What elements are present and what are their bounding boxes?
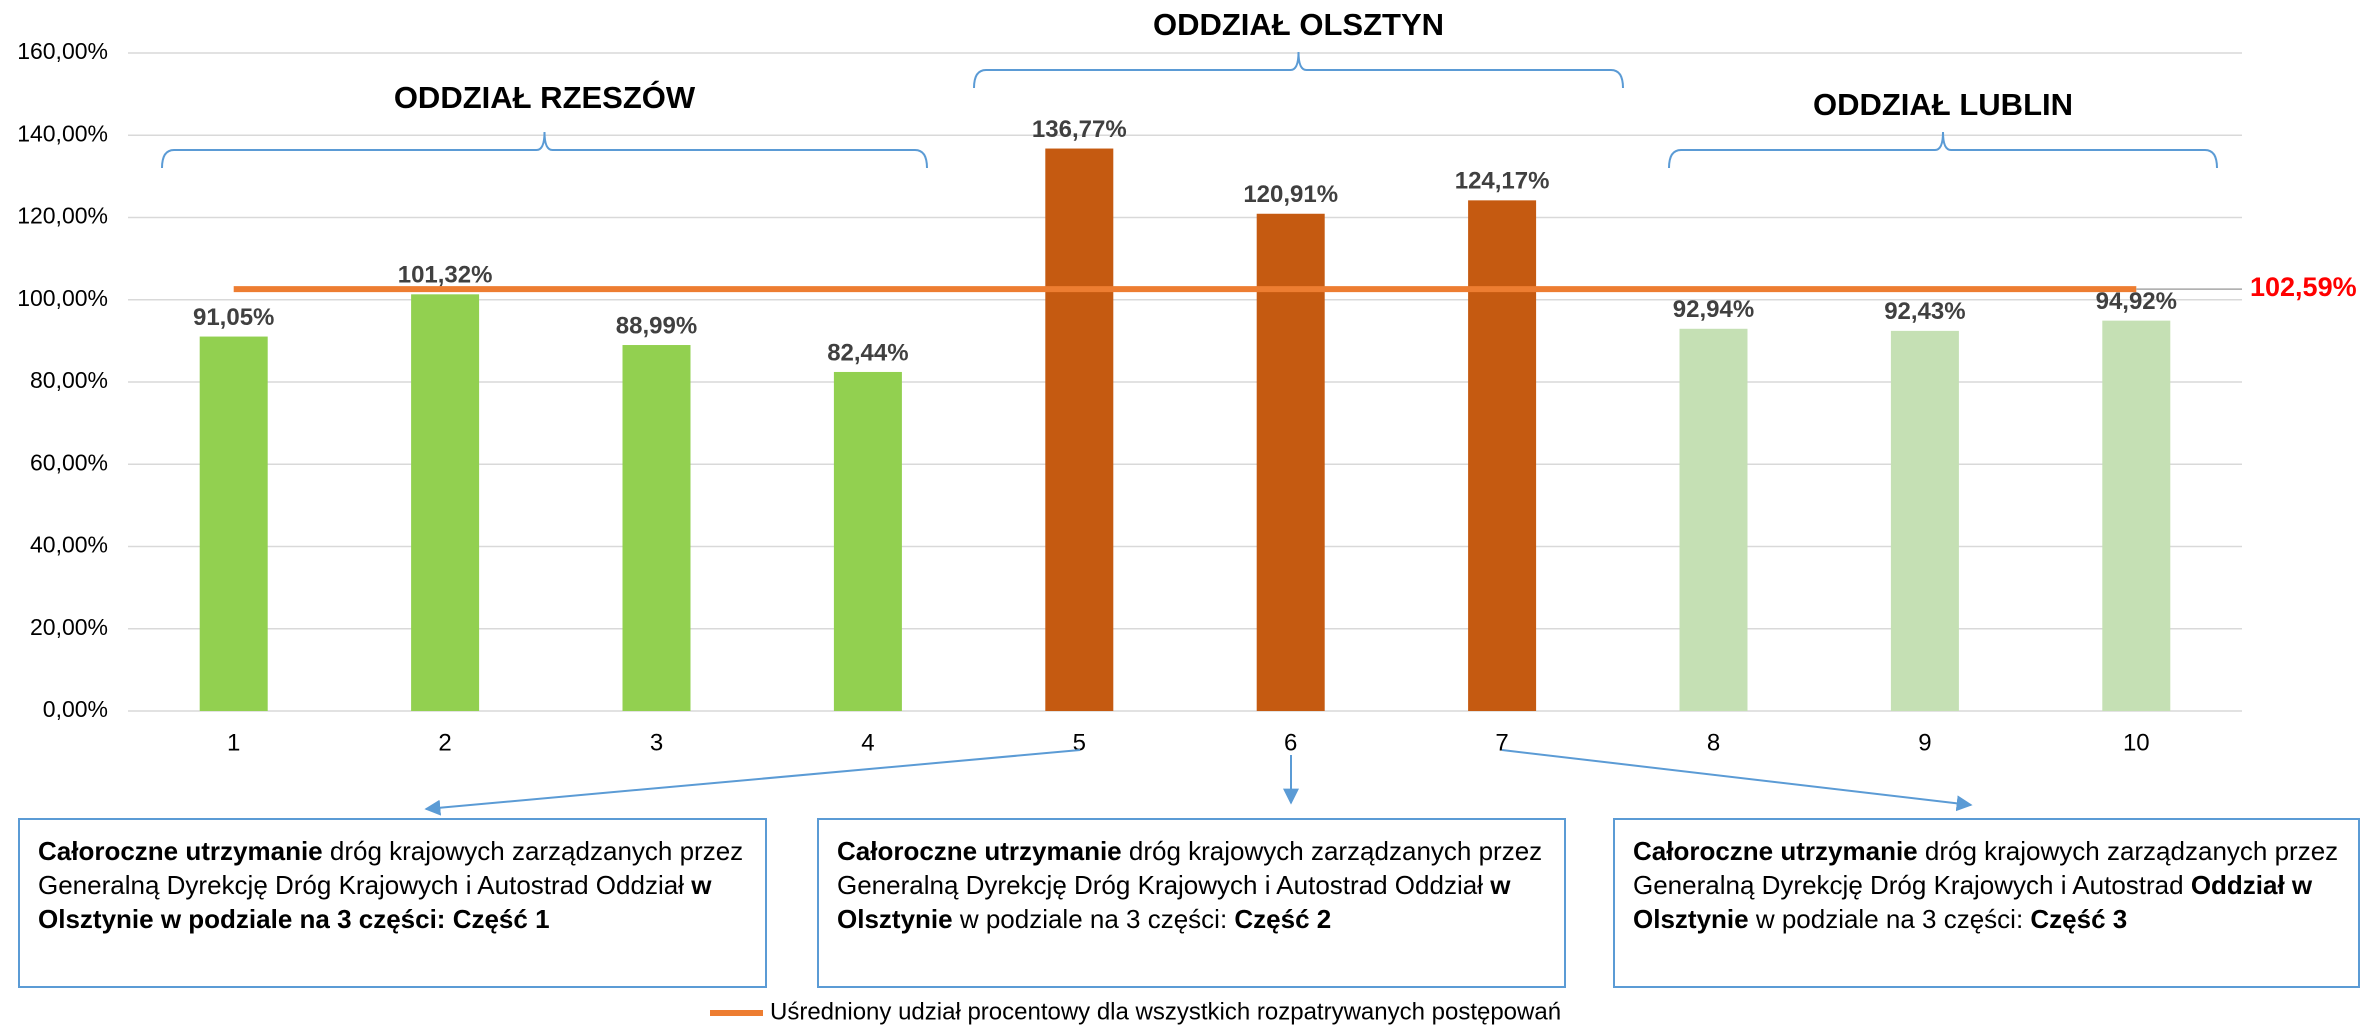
- data-label: 101,32%: [398, 262, 493, 289]
- y-tick-label: 160,00%: [17, 38, 108, 64]
- annotation-text: dróg krajowych zarządzanych przez Genera…: [38, 836, 744, 900]
- data-label: 124,17%: [1455, 168, 1550, 195]
- x-tick-label: 7: [1495, 729, 1508, 756]
- x-tick-label: 6: [1284, 729, 1297, 756]
- bar: [2102, 320, 2171, 711]
- bar: [199, 336, 268, 711]
- x-tick-label: 2: [438, 729, 451, 756]
- annotation-box: Całoroczne utrzymanie dróg krajowych zar…: [1613, 818, 2360, 988]
- group-brace: [973, 51, 1624, 89]
- annotation-text: Część 2: [1234, 904, 1332, 934]
- data-label: 82,44%: [827, 339, 908, 366]
- bar: [1256, 213, 1325, 711]
- y-tick-label: 40,00%: [30, 532, 108, 558]
- x-tick-label: 5: [1073, 729, 1086, 756]
- bar: [1890, 330, 1959, 711]
- annotation-text: w podziale na 3 części:: [952, 904, 1235, 934]
- group-label: ODDZIAŁ OLSZTYN: [1153, 7, 1444, 42]
- arrow: [1501, 749, 1973, 812]
- legend-label: Uśredniony udział procentowy dla wszystk…: [770, 998, 1561, 1025]
- data-label: 92,43%: [1884, 298, 1965, 325]
- bar: [622, 345, 691, 711]
- bar: [1679, 328, 1748, 711]
- y-tick-label: 0,00%: [43, 696, 108, 722]
- annotation-text: w Olsztynie: [837, 870, 1511, 934]
- group-label: ODDZIAŁ LUBLIN: [1813, 87, 2073, 122]
- y-tick-label: 80,00%: [30, 367, 108, 393]
- data-label: 92,94%: [1673, 296, 1754, 323]
- x-tick-label: 10: [2123, 729, 2150, 756]
- group-label: ODDZIAŁ RZESZÓW: [394, 79, 696, 115]
- y-tick-label: 20,00%: [30, 614, 108, 640]
- annotation-text: Część 3: [2030, 904, 2128, 934]
- bar: [411, 294, 480, 711]
- annotation-box: Całoroczne utrzymanie dróg krajowych zar…: [18, 818, 767, 988]
- annotation-text: w podziale na 3 części:: [1748, 904, 2031, 934]
- annotation-box: Całoroczne utrzymanie dróg krajowych zar…: [817, 818, 1566, 988]
- bar: [1045, 148, 1114, 711]
- arrow: [424, 749, 1081, 816]
- data-label: 120,91%: [1243, 181, 1338, 208]
- x-tick-label: 9: [1918, 729, 1931, 756]
- annotation-text: Całoroczne utrzymanie: [38, 836, 323, 866]
- bar: [833, 371, 902, 711]
- annotation-text: Całoroczne utrzymanie: [837, 836, 1122, 866]
- x-tick-label: 8: [1707, 729, 1720, 756]
- bar: [1468, 200, 1537, 711]
- annotation-text: dróg krajowych zarządzanych przez Genera…: [837, 836, 1543, 900]
- y-tick-label: 60,00%: [30, 449, 108, 475]
- data-label: 136,77%: [1032, 116, 1127, 143]
- data-label: 91,05%: [193, 304, 274, 331]
- annotation-text: dróg krajowych zarządzanych przez Genera…: [1633, 836, 2339, 900]
- average-label: 102,59%: [2250, 272, 2357, 302]
- annotation-text: w Olsztynie w podziale na 3 części: Częś…: [38, 870, 712, 934]
- y-tick-label: 100,00%: [17, 285, 108, 311]
- x-tick-label: 3: [650, 729, 663, 756]
- annotation-text: Oddział w Olsztynie: [1633, 870, 2313, 934]
- x-tick-label: 4: [861, 729, 874, 756]
- data-label: 88,99%: [616, 312, 697, 339]
- annotation-text: Całoroczne utrzymanie: [1633, 836, 1918, 866]
- y-tick-label: 120,00%: [17, 203, 108, 229]
- group-brace: [1668, 131, 2218, 169]
- group-brace: [161, 131, 928, 169]
- x-tick-label: 1: [227, 729, 240, 756]
- y-tick-label: 140,00%: [17, 120, 108, 146]
- data-label: 94,92%: [2096, 288, 2177, 315]
